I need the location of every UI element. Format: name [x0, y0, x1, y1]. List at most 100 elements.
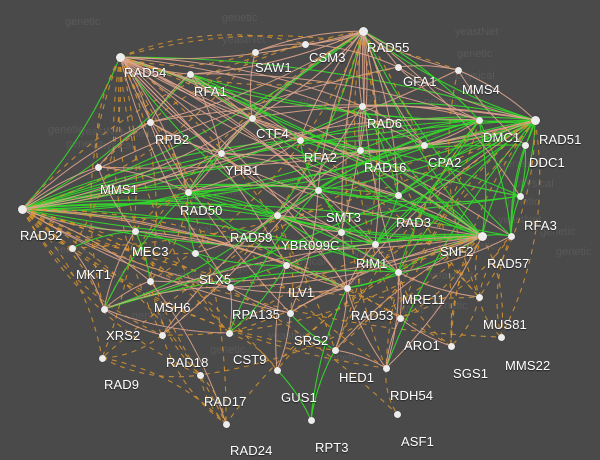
node-label-mre11[interactable]: MRE11	[402, 292, 445, 307]
node-label-sgs1[interactable]: SGS1	[453, 366, 489, 381]
graph-node-mms4[interactable]	[454, 66, 462, 74]
graph-node-rad24[interactable]	[222, 420, 230, 428]
node-label-smt3[interactable]: SMT3	[326, 210, 362, 225]
node-label-cst9[interactable]: CST9	[233, 352, 267, 367]
node-label-slx5[interactable]: SLX5	[199, 272, 232, 287]
node-label-hed1[interactable]: HED1	[339, 370, 375, 385]
graph-node-aro1[interactable]	[396, 314, 404, 322]
graph-node-gfa1[interactable]	[394, 63, 402, 71]
node-label-rim1[interactable]: RIM1	[356, 256, 388, 271]
graph-node-rfa2[interactable]	[296, 136, 304, 144]
graph-node-ybr099c[interactable]	[337, 228, 345, 236]
node-label-mms22[interactable]: MMS22	[505, 358, 551, 373]
graph-node-rad51[interactable]	[530, 115, 540, 125]
graph-node-rad55[interactable]	[358, 26, 368, 36]
node-label-rfa2[interactable]: RFA2	[304, 150, 337, 165]
graph-node-rad9[interactable]	[98, 354, 106, 362]
graph-node-rad18[interactable]	[158, 331, 166, 339]
graph-node-rad17[interactable]	[196, 371, 204, 379]
graph-node-rad57[interactable]	[507, 232, 515, 240]
node-label-rad50[interactable]: RAD50	[180, 203, 223, 218]
graph-node-rad50[interactable]	[184, 188, 192, 196]
graph-node-rad53[interactable]	[343, 284, 351, 292]
graph-node-rad54[interactable]	[115, 52, 125, 62]
node-label-srs2[interactable]: SRS2	[294, 333, 329, 348]
node-label-ilv1[interactable]: ILV1	[288, 285, 315, 300]
graph-node-mus81[interactable]	[475, 293, 483, 301]
graph-node-mec3[interactable]	[131, 227, 139, 235]
graph-node-asf1[interactable]	[393, 410, 401, 418]
node-label-rad18[interactable]: RAD18	[166, 355, 209, 370]
node-label-asf1[interactable]: ASF1	[401, 434, 434, 449]
node-label-rpt3[interactable]: RPT3	[315, 440, 349, 455]
node-label-rad6[interactable]: RAD6	[367, 116, 403, 131]
node-label-ddc1[interactable]: DDC1	[529, 155, 565, 170]
graph-node-slx5[interactable]	[191, 249, 199, 257]
graph-node-cpa2[interactable]	[420, 141, 428, 149]
graph-node-hed1[interactable]	[331, 346, 339, 354]
graph-node-sgs1[interactable]	[447, 342, 455, 350]
graph-node-msh6[interactable]	[146, 277, 154, 285]
node-label-xrs2[interactable]: XRS2	[106, 328, 141, 343]
graph-node-rdh54[interactable]	[382, 364, 390, 372]
graph-node-srs2[interactable]	[286, 309, 294, 317]
node-label-rad3[interactable]: RAD3	[396, 215, 432, 230]
node-label-rad51[interactable]: RAD51	[539, 132, 582, 147]
node-label-rad57[interactable]: RAD57	[487, 256, 530, 271]
graph-node-rad16[interactable]	[356, 146, 364, 154]
node-label-gfa1[interactable]: GFA1	[403, 74, 437, 89]
graph-node-rpa135[interactable]	[226, 283, 234, 291]
node-label-mkt1[interactable]: MKT1	[76, 267, 112, 282]
node-label-rad55[interactable]: RAD55	[367, 40, 410, 55]
graph-node-rfa1[interactable]	[186, 70, 194, 78]
node-label-rpb2[interactable]: RPB2	[155, 132, 190, 147]
graph-node-xrs2[interactable]	[100, 305, 108, 313]
graph-node-gus1[interactable]	[273, 366, 281, 374]
node-label-rfa1[interactable]: RFA1	[194, 84, 227, 99]
graph-node-mms1[interactable]	[94, 163, 102, 171]
node-label-rpa135[interactable]: RPA135	[232, 307, 281, 322]
node-label-gus1[interactable]: GUS1	[281, 390, 317, 405]
graph-node-rad59[interactable]	[273, 211, 281, 219]
node-label-dmc1[interactable]: DMC1	[483, 130, 521, 145]
graph-node-yhb1[interactable]	[217, 149, 225, 157]
node-label-mus81[interactable]: MUS81	[483, 317, 527, 332]
graph-node-mms22[interactable]	[497, 333, 505, 341]
graph-node-rfa3[interactable]	[516, 192, 524, 200]
node-label-rad17[interactable]: RAD17	[204, 394, 247, 409]
graph-node-saw1[interactable]	[251, 48, 259, 56]
graph-node-mkt1[interactable]	[68, 244, 76, 252]
graph-node-rad52[interactable]	[17, 204, 27, 214]
graph-node-rim1[interactable]	[371, 240, 379, 248]
node-label-ybr099c[interactable]: YBR099C	[281, 238, 340, 253]
graph-node-mre11[interactable]	[394, 268, 402, 276]
node-label-rad16[interactable]: RAD16	[364, 160, 407, 175]
node-label-rad52[interactable]: RAD52	[20, 228, 63, 243]
graph-node-cst9[interactable]	[225, 329, 233, 337]
node-label-msh6[interactable]: MSH6	[154, 300, 191, 315]
graph-node-rad6[interactable]	[358, 102, 366, 110]
node-label-rfa3[interactable]: RFA3	[524, 218, 557, 233]
node-label-yhb1[interactable]: YHB1	[225, 163, 260, 178]
node-label-snf2[interactable]: SNF2	[440, 244, 474, 259]
node-label-rad53[interactable]: RAD53	[351, 308, 394, 323]
graph-node-csm3[interactable]	[301, 40, 309, 48]
graph-node-snf2[interactable]	[477, 231, 487, 241]
node-label-rad59[interactable]: RAD59	[230, 230, 273, 245]
node-label-mms4[interactable]: MMS4	[462, 82, 500, 97]
node-label-aro1[interactable]: ARO1	[404, 338, 440, 353]
node-label-csm3[interactable]: CSM3	[309, 50, 346, 65]
graph-node-rpt3[interactable]	[307, 416, 315, 424]
node-label-rad54[interactable]: RAD54	[124, 65, 167, 80]
node-label-cpa2[interactable]: CPA2	[428, 155, 462, 170]
graph-node-smt3[interactable]	[314, 186, 322, 194]
graph-node-rpb2[interactable]	[146, 118, 154, 126]
graph-node-ctf4[interactable]	[248, 114, 256, 122]
node-label-rdh54[interactable]: RDH54	[390, 388, 434, 403]
node-label-mms1[interactable]: MMS1	[100, 182, 138, 197]
graph-node-ilv1[interactable]	[282, 261, 290, 269]
node-label-rad9[interactable]: RAD9	[104, 377, 140, 392]
node-label-rad24[interactable]: RAD24	[230, 443, 273, 458]
graph-node-dmc1[interactable]	[475, 116, 483, 124]
